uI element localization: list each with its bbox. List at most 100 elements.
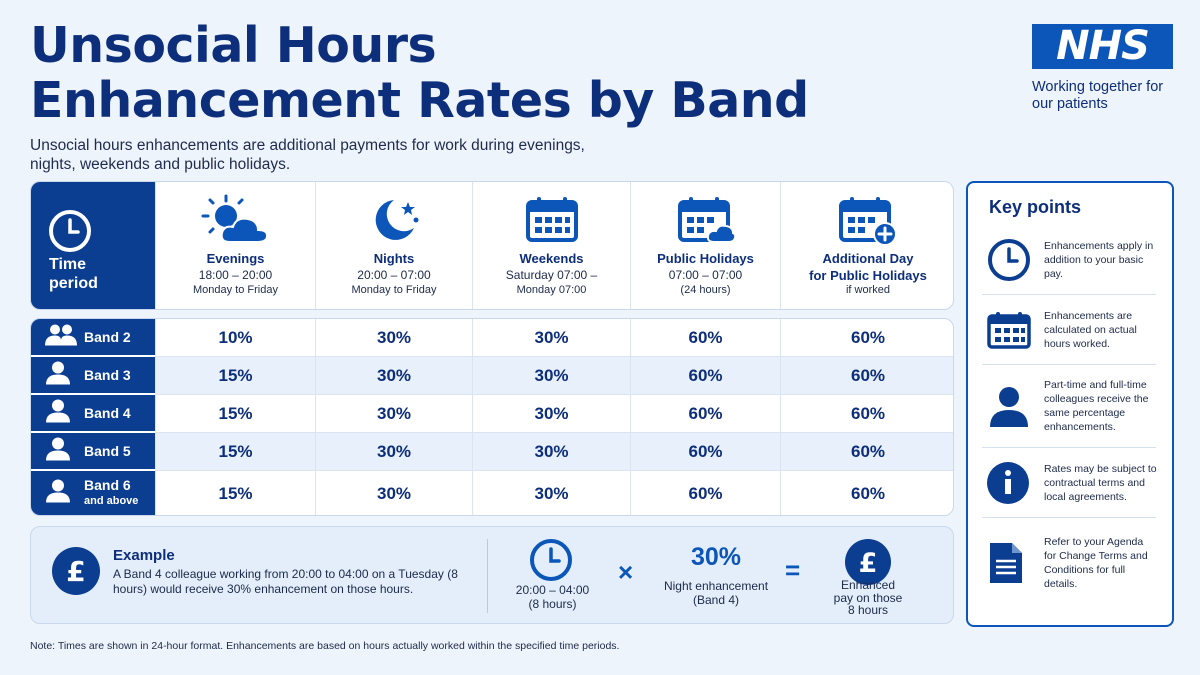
column-additional-day: Additional Day for Public Holidays if wo… xyxy=(780,182,953,309)
key-point-item: Enhancements apply in addition to your b… xyxy=(982,225,1156,295)
sun-cloud-icon xyxy=(201,194,268,243)
time-period-header: Time period Evenings 18:00 – 20:00 Monda… xyxy=(30,181,954,310)
key-point-item: Enhancements are calculated on actual ho… xyxy=(982,295,1156,365)
rate-cell: 15% xyxy=(155,357,315,395)
person-icon xyxy=(990,387,1028,427)
column-weekends-days: Monday 07:00 xyxy=(516,284,587,296)
key-points-panel: Key points Enhancements apply in additio… xyxy=(966,181,1174,627)
person-icon xyxy=(45,437,71,466)
key-points-title: Key points xyxy=(989,197,1082,217)
column-nights-time: 20:00 – 07:00 xyxy=(357,268,431,282)
column-public-holidays: Public Holidays 07:00 – 07:00 (24 hours) xyxy=(630,182,780,309)
column-nights: Nights 20:00 – 07:00 Monday to Friday xyxy=(315,182,472,309)
band-label: Band 5 xyxy=(84,443,131,459)
band-label-cell: Band 3 xyxy=(31,357,155,395)
calendar-icon xyxy=(987,311,1031,349)
column-evenings-time: 18:00 – 20:00 xyxy=(198,268,273,282)
band-rates-table: Band 2 10% 30% 30% 60% 60% Band 3 15% 30% 30% 60% 6… xyxy=(30,318,954,516)
key-point-text: Enhancements are calculated on actual ho… xyxy=(1044,309,1137,350)
multiply-sign: × xyxy=(618,557,634,587)
column-public-holidays-duration: (24 hours) xyxy=(680,284,731,296)
example-rate-band: (Band 4) xyxy=(692,593,740,607)
rate-cell: 30% xyxy=(472,471,630,515)
band-label: Band 3 xyxy=(84,367,131,383)
example-time: 20:00 – 04:00 xyxy=(515,583,590,597)
time-period-label-cell: Time period xyxy=(31,182,155,309)
key-point-item: Refer to your Agenda for Change Terms an… xyxy=(982,518,1156,608)
rate-cell: 30% xyxy=(472,319,630,357)
column-weekends-time: Saturday 07:00 – xyxy=(505,268,598,282)
column-evenings: Evenings 18:00 – 20:00 Monday to Friday xyxy=(155,182,315,309)
rate-cell: 60% xyxy=(780,471,953,515)
pound-symbol: £ xyxy=(859,548,878,579)
page-title: Unsocial Hours Enhancement Rates by Band xyxy=(30,18,930,128)
column-additional-day-condition: if worked xyxy=(845,284,891,296)
band-label-cell: Band 2 xyxy=(31,319,155,357)
rate-cell: 30% xyxy=(315,319,472,357)
column-nights-days: Monday to Friday xyxy=(351,284,437,296)
clock-icon xyxy=(530,539,572,581)
nhs-logo: NHS xyxy=(1032,24,1173,69)
rate-cell: 60% xyxy=(630,395,780,433)
calendar-icon xyxy=(525,197,578,242)
key-point-text: Part-time and full-time colleagues recei… xyxy=(1044,379,1149,433)
footnote: Note: Times are shown in 24-hour format.… xyxy=(30,640,620,652)
rate-cell: 30% xyxy=(472,357,630,395)
column-weekends: Weekends Saturday 07:00 – Monday 07:00 xyxy=(472,182,630,309)
nhs-logo-block: NHS Working together for our patients xyxy=(1032,24,1182,113)
band-name: Band 3 xyxy=(84,367,131,383)
band-name: Band 4 xyxy=(84,405,131,421)
time-period-label: Time period xyxy=(49,255,98,293)
rate-cell: 30% xyxy=(315,471,472,515)
table-row: Band 3 15% 30% 30% 60% 60% xyxy=(31,357,953,395)
rate-cell: 60% xyxy=(630,471,780,515)
time-period-label-line-2: period xyxy=(49,275,98,292)
column-additional-day-title: Additional Day xyxy=(822,251,914,266)
example-result-line-1: Enhanced xyxy=(840,578,896,592)
rate-cell: 10% xyxy=(155,319,315,357)
calendar-plus-icon xyxy=(839,197,897,246)
band-label-cell: Band 6 and above xyxy=(31,471,155,515)
band-label: Band 4 xyxy=(84,405,131,421)
rate-cell: 15% xyxy=(155,471,315,515)
band-label: Band 2 xyxy=(84,329,131,345)
example-duration: (8 hours) xyxy=(528,597,577,611)
rate-cell: 15% xyxy=(155,433,315,471)
example-title: Example xyxy=(113,547,175,564)
key-point-text: Enhancements apply in addition to your b… xyxy=(1044,239,1154,280)
column-evenings-days: Monday to Friday xyxy=(193,284,278,296)
rate-cell: 30% xyxy=(472,395,630,433)
band-qualifier: and above xyxy=(84,495,139,507)
column-public-holidays-time: 07:00 – 07:00 xyxy=(668,268,743,282)
rate-cell: 15% xyxy=(155,395,315,433)
nhs-tagline: Working together for our patients xyxy=(1032,79,1164,112)
person-icon xyxy=(45,399,71,428)
table-row: Band 4 15% 30% 30% 60% 60% xyxy=(31,395,953,433)
key-point-text: Refer to your Agenda for Change Terms an… xyxy=(1044,536,1148,590)
table-row: Band 5 15% 30% 30% 60% 60% xyxy=(31,433,953,471)
rate-cell: 30% xyxy=(315,357,472,395)
column-weekends-title: Weekends xyxy=(519,251,584,266)
moon-stars-icon xyxy=(375,200,419,240)
table-row: Band 2 10% 30% 30% 60% 60% xyxy=(31,319,953,357)
example-rate: 30% xyxy=(690,543,742,571)
column-evenings-title: Evenings xyxy=(206,251,265,266)
clock-icon xyxy=(49,210,91,252)
rate-cell: 60% xyxy=(780,357,953,395)
column-nights-title: Nights xyxy=(373,251,415,266)
example-result-line-3: 8 hours xyxy=(847,603,889,617)
calendar-cloud-icon xyxy=(677,197,736,243)
page-title-line-1: Unsocial Hours xyxy=(30,17,437,74)
key-point-item: Rates may be subject to contractual term… xyxy=(982,448,1157,518)
group-icon xyxy=(45,324,77,351)
info-icon xyxy=(987,461,1029,504)
rate-cell: 60% xyxy=(630,433,780,471)
example-text: A Band 4 colleague working from 20:00 to… xyxy=(113,567,458,596)
rate-cell: 60% xyxy=(630,357,780,395)
time-period-label-line-1: Time xyxy=(49,256,87,273)
band-label-cell: Band 5 xyxy=(31,433,155,471)
column-public-holidays-title: Public Holidays xyxy=(657,251,754,266)
rate-cell: 30% xyxy=(315,395,472,433)
column-additional-day-title-2: for Public Holidays xyxy=(809,268,927,283)
band-label: Band 6 and above xyxy=(84,477,138,509)
